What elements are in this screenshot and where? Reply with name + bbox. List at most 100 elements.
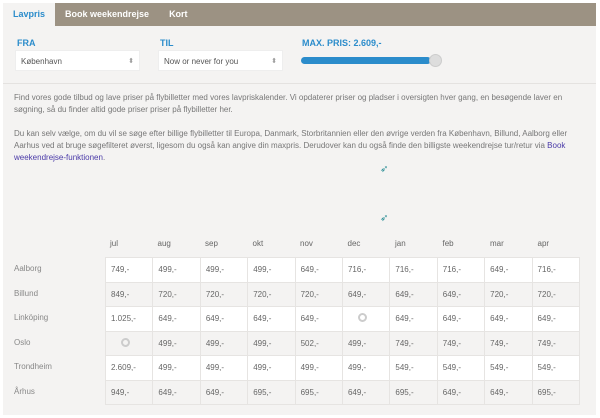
price-cell[interactable]: 720,- <box>484 281 533 307</box>
price-cell[interactable]: 499,- <box>199 355 249 381</box>
price-cell[interactable]: 502,- <box>294 330 343 356</box>
loading-cell[interactable] <box>341 306 391 332</box>
price-cell[interactable]: 549,- <box>484 355 533 381</box>
price-cell[interactable]: 549,- <box>389 355 438 381</box>
price-cell[interactable]: 695,- <box>294 379 343 405</box>
bird-icon: ➶ <box>380 213 389 224</box>
price-cell[interactable]: 695,- <box>531 379 581 405</box>
loading-cell[interactable] <box>104 330 154 356</box>
price-cell[interactable]: 720,- <box>531 281 581 307</box>
price-cell[interactable]: 749,- <box>484 330 533 356</box>
price-cell[interactable]: 716,- <box>389 257 438 283</box>
price-cell[interactable]: 716,- <box>531 257 581 283</box>
from-label: FRA <box>17 38 36 48</box>
intro-paragraph-2: Du kan selv vælge, om du vil se søge eft… <box>14 128 584 164</box>
price-cell[interactable]: 649,- <box>484 379 533 405</box>
table-row: 949,- 649,- 649,- 695,- 695,- 649,- 695,- 649,-… <box>104 379 581 405</box>
price-cell[interactable]: 749,- <box>389 330 438 356</box>
price-cell[interactable]: 649,- <box>294 257 343 283</box>
month-header: dec <box>347 239 361 248</box>
price-cell[interactable]: 499,- <box>294 355 343 381</box>
price-cell[interactable]: 499,- <box>152 355 201 381</box>
price-cell[interactable]: 649,- <box>436 379 486 405</box>
loading-spinner-icon <box>121 337 130 347</box>
price-cell[interactable]: 695,- <box>247 379 296 405</box>
slider-handle[interactable] <box>429 54 442 67</box>
price-cell[interactable]: 649,- <box>247 306 296 332</box>
price-cell[interactable]: 649,- <box>484 306 533 332</box>
price-cell[interactable]: 720,- <box>199 281 249 307</box>
select-arrows-icon: ⬍ <box>271 58 277 65</box>
intro-paragraph-1: Find vores gode tilbud og lave priser på… <box>14 93 563 114</box>
price-cell[interactable]: 849,- <box>104 281 154 307</box>
price-cell[interactable]: 716,- <box>436 257 486 283</box>
select-arrows-icon: ⬍ <box>128 58 134 65</box>
intro-end: . <box>102 153 106 162</box>
tab-lavpris[interactable]: Lavpris <box>3 3 56 26</box>
from-select[interactable]: København ⬍ <box>15 50 140 71</box>
price-cell[interactable]: 720,- <box>152 281 201 307</box>
price-cell[interactable]: 549,- <box>531 355 581 381</box>
book-weekendrejse-link[interactable]: Book weekendrejse-funktionen <box>14 141 566 162</box>
month-header: apr <box>537 239 550 248</box>
price-cell[interactable]: 499,- <box>199 330 249 356</box>
price-cell[interactable]: 499,- <box>152 330 201 356</box>
to-value: Now or never for you <box>164 57 239 66</box>
month-header: aug <box>157 239 171 248</box>
price-cell[interactable]: 720,- <box>247 281 296 307</box>
price-cell[interactable]: 716,- <box>341 257 391 283</box>
page: Lavpris Book weekendrejse Kort FRA Køben… <box>3 3 596 415</box>
price-cell[interactable]: 695,- <box>389 379 438 405</box>
max-price-label: MAX. PRIS: 2.609,- <box>302 38 382 48</box>
price-cell[interactable]: 499,- <box>247 257 296 283</box>
table-row: 749,- 499,- 499,- 499,- 649,- 716,- 716,- 716,-… <box>104 257 581 283</box>
to-select[interactable]: Now or never for you ⬍ <box>158 50 283 71</box>
price-cell[interactable]: 649,- <box>484 257 533 283</box>
price-cell[interactable]: 649,- <box>436 281 486 307</box>
price-cell[interactable]: 949,- <box>104 379 154 405</box>
price-cell[interactable]: 649,- <box>152 379 201 405</box>
tab-kort[interactable]: Kort <box>169 9 188 19</box>
price-cell[interactable]: 649,- <box>531 306 581 332</box>
month-header: nov <box>300 239 313 248</box>
to-label: TIL <box>160 38 174 48</box>
tab-book-weekendrejse[interactable]: Book weekendrejse <box>65 9 150 19</box>
price-cell[interactable]: 499,- <box>247 355 296 381</box>
price-table: 749,- 499,- 499,- 499,- 649,- 716,- 716,- 716,-… <box>104 257 581 405</box>
price-cell[interactable]: 649,- <box>199 379 249 405</box>
price-cell[interactable]: 499,- <box>152 257 201 283</box>
month-header: sep <box>205 239 218 248</box>
price-cell[interactable]: 749,- <box>436 330 486 356</box>
month-header: mar <box>490 239 504 248</box>
table-row: 849,- 720,- 720,- 720,- 720,- 649,- 649,- 649,-… <box>104 281 581 307</box>
intro-text: Du kan selv vælge, om du vil se søge eft… <box>14 129 568 150</box>
price-cell[interactable]: 499,- <box>199 257 249 283</box>
price-cell[interactable]: 1.025,- <box>104 306 154 332</box>
price-cell[interactable]: 649,- <box>152 306 201 332</box>
price-cell[interactable]: 499,- <box>341 330 391 356</box>
price-cell[interactable]: 499,- <box>247 330 296 356</box>
price-cell[interactable]: 649,- <box>199 306 249 332</box>
month-header: jul <box>110 239 119 248</box>
table-row: 2.609,- 499,- 499,- 499,- 499,- 499,- 549,- 549… <box>104 355 581 381</box>
price-cell[interactable]: 649,- <box>341 281 391 307</box>
price-cell[interactable]: 499,- <box>341 355 391 381</box>
price-cell[interactable]: 720,- <box>294 281 343 307</box>
max-price-slider[interactable] <box>301 57 431 64</box>
price-cell[interactable]: 749,- <box>104 257 154 283</box>
price-cell[interactable]: 749,- <box>531 330 581 356</box>
tab-bar: Lavpris Book weekendrejse Kort <box>3 3 596 26</box>
price-cell[interactable]: 649,- <box>341 379 391 405</box>
price-cell[interactable]: 549,- <box>436 355 486 381</box>
month-header: jan <box>395 239 406 248</box>
bird-icon: ➶ <box>380 164 389 175</box>
price-cell[interactable]: 649,- <box>389 306 438 332</box>
city-label: Århus <box>14 386 35 396</box>
month-header: feb <box>442 239 454 248</box>
month-header: okt <box>252 239 264 248</box>
price-cell[interactable]: 2.609,- <box>104 355 154 381</box>
loading-spinner-icon <box>357 313 367 323</box>
price-cell[interactable]: 649,- <box>389 281 438 307</box>
price-cell[interactable]: 649,- <box>294 306 343 332</box>
price-cell[interactable]: 649,- <box>436 306 486 332</box>
